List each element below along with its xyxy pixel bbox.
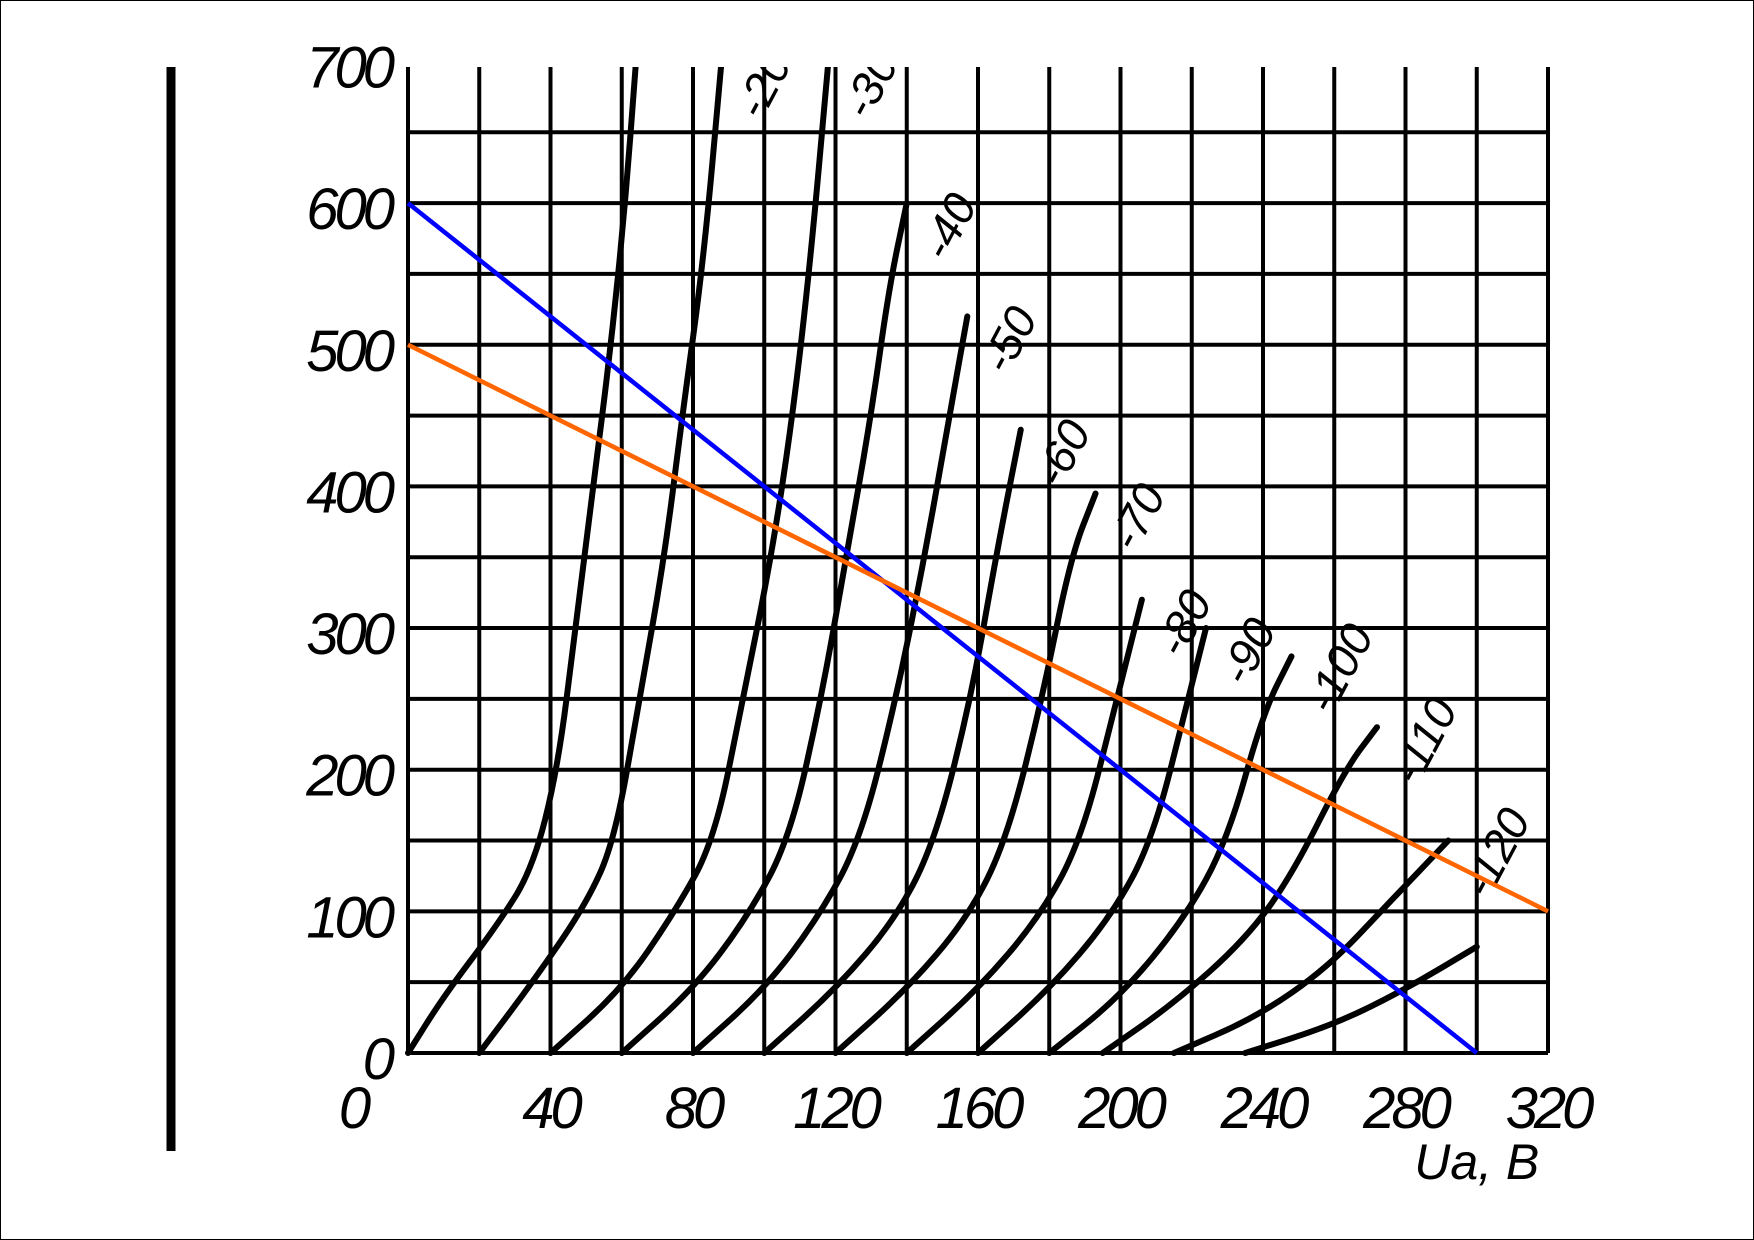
x-tick-label: 200 <box>1077 1076 1167 1141</box>
characteristic-curve-0 <box>405 67 639 1056</box>
y-tick-label: 400 <box>306 460 395 525</box>
x-tick-label: 0 <box>339 1076 371 1141</box>
curve-label-10: -120 <box>1451 799 1540 905</box>
characteristic-curve-6 <box>832 490 1099 1056</box>
curve-label-6: -80 <box>1145 581 1222 664</box>
load-line-0 <box>406 201 1479 1055</box>
x-axis-unit-label: Uа, В <box>1414 1134 1539 1190</box>
x-tick-label: 80 <box>665 1076 725 1141</box>
x-tick-label: 160 <box>936 1076 1025 1141</box>
curve-labels: -20 -30-40-50-60-70-80-90 -100-110-120 <box>724 43 1540 905</box>
curve-label-4: -60 <box>1024 411 1101 494</box>
x-tick-label: 240 <box>1220 1076 1310 1141</box>
y-tick-label: 200 <box>305 744 395 809</box>
curve-label-1: -30 <box>831 43 908 126</box>
load-line-1 <box>406 342 1550 914</box>
curve-label-0: -20 <box>724 43 801 126</box>
load-lines <box>406 201 1550 1055</box>
characteristic-curve-3 <box>618 200 910 1056</box>
y-tick-label: 300 <box>306 602 395 667</box>
x-tick-label: 120 <box>793 1076 882 1141</box>
characteristic-curve-12 <box>1242 943 1480 1056</box>
axis-tick-labels: 0 100 200 300 400 500 600 700 0 40 80 120 160 200 240 2… <box>305 35 1598 1141</box>
y-tick-label: 100 <box>306 885 395 950</box>
curve-label-8: -100 <box>1294 615 1383 721</box>
characteristic-curve-9 <box>1046 653 1295 1056</box>
characteristic-curve-2 <box>547 67 831 1056</box>
characteristic-curve-8 <box>975 625 1209 1056</box>
y-tick-label: 600 <box>306 177 395 242</box>
y-tick-label: 0 <box>363 1027 395 1092</box>
characteristic-curves <box>405 67 1480 1056</box>
characteristic-curve-1 <box>476 67 725 1056</box>
x-tick-label: 280 <box>1362 1076 1452 1141</box>
curve-label-3: -50 <box>970 298 1047 381</box>
characteristic-curve-7 <box>903 596 1145 1056</box>
x-tick-label: 40 <box>522 1076 582 1141</box>
x-tick-label: 320 <box>1506 1076 1595 1141</box>
y-tick-label: 700 <box>306 35 395 100</box>
curve-label-7: -90 <box>1209 609 1286 692</box>
curve-label-9: -110 <box>1380 689 1468 792</box>
characteristic-curve-5 <box>761 426 1024 1056</box>
characteristic-curve-4 <box>690 313 971 1056</box>
y-tick-label: 500 <box>306 319 395 384</box>
curve-label-2: -40 <box>910 184 987 267</box>
characteristic-curve-11 <box>1170 837 1452 1056</box>
